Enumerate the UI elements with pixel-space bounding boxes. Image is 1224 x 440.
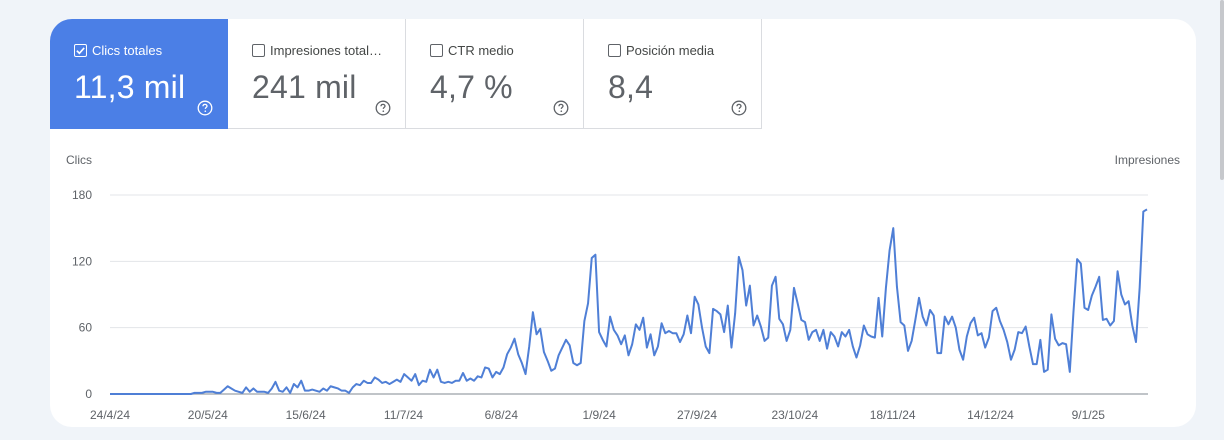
metric-label-row: Posición media [608,43,714,58]
metric-value-ctr: 4,7 % [430,69,513,105]
help-circle-icon[interactable] [553,100,569,116]
metric-tiles: Clics totales 11,3 mil Impresiones total… [50,19,762,129]
checkbox-checked-icon[interactable] [74,44,87,57]
page-scrollbar[interactable] [1220,0,1224,180]
x-tick-label: 11/7/24 [384,408,423,422]
help-circle-icon[interactable] [731,100,747,116]
help-circle-icon[interactable] [375,100,391,116]
metric-label-position: Posición media [626,43,715,58]
x-tick-label: 1/9/24 [582,408,616,422]
right-axis-label: Impresiones [1115,153,1180,167]
metric-label-row: Clics totales [74,43,162,58]
x-tick-label: 9/1/25 [1072,408,1106,422]
metric-label-ctr: CTR medio [448,43,514,58]
x-tick-labels: 24/4/24 20/5/24 15/6/24 11/7/24 6/8/24 1/9/24… [90,408,1105,422]
metric-label-row: CTR medio [430,43,514,58]
x-tick-label: 20/5/24 [188,408,228,422]
left-axis-label: Clics [66,153,92,167]
metric-label-impressions: Impresiones total… [270,43,382,58]
y-tick-label: 120 [72,254,92,268]
metric-value-position: 8,4 [608,69,654,105]
chart-svg: Clics Impresiones 0 60 120 180 24/4/24 20/5/… [66,153,1180,422]
metric-value-impressions: 241 mil [252,69,357,105]
metric-label-clicks: Clics totales [92,43,163,58]
series-clicks [110,208,1148,395]
metric-tile-position[interactable]: Posición media 8,4 [584,19,762,129]
y-tick-label: 0 [85,387,92,401]
checkbox-icon[interactable] [608,44,621,57]
gridlines [110,194,1148,395]
x-tick-label: 23/10/24 [771,408,818,422]
metric-tile-ctr[interactable]: CTR medio 4,7 % [406,19,584,129]
x-tick-label: 15/6/24 [286,408,326,422]
checkbox-icon[interactable] [252,44,265,57]
clicks-chart[interactable]: Clics Impresiones 0 60 120 180 24/4/24 20/5/… [50,129,1196,427]
y-tick-label: 60 [79,321,93,335]
x-tick-label: 6/8/24 [485,408,519,422]
checkbox-icon[interactable] [430,44,443,57]
x-tick-label: 18/11/24 [870,408,916,422]
metric-tile-impressions[interactable]: Impresiones total… 241 mil [228,19,406,129]
y-tick-labels: 0 60 120 180 [72,188,92,401]
metric-value-clicks: 11,3 mil [74,69,186,105]
help-circle-icon[interactable] [197,100,213,116]
performance-card: Clics totales 11,3 mil Impresiones total… [50,19,1196,427]
y-tick-label: 180 [72,188,92,202]
x-tick-label: 27/9/24 [677,408,717,422]
metric-tile-clicks[interactable]: Clics totales 11,3 mil [50,19,228,129]
x-tick-label: 14/12/24 [967,408,1014,422]
clicks-series-line [110,208,1148,395]
x-tick-label: 24/4/24 [90,408,130,422]
metric-label-row: Impresiones total… [252,43,382,58]
